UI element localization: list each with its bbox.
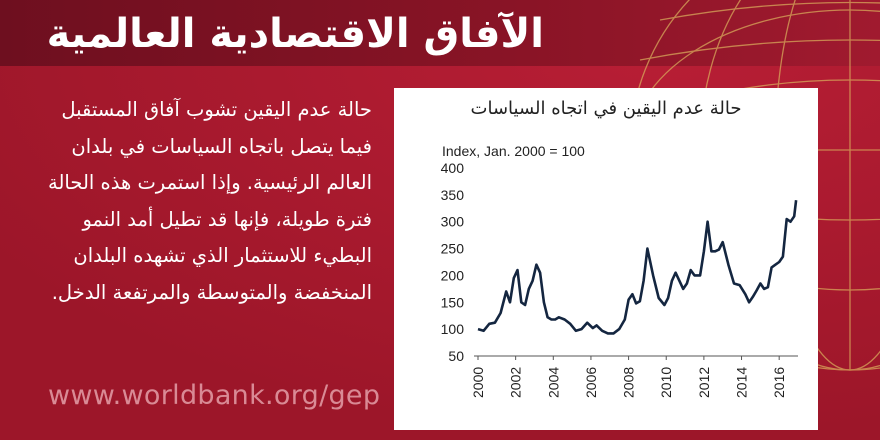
series-line	[477, 200, 798, 335]
x-tick-label: 2010	[658, 367, 674, 398]
header-bar: الآفاق الاقتصادية العالمية	[0, 0, 880, 70]
x-tick-label: 2008	[621, 367, 637, 398]
y-tick-label: 100	[441, 321, 465, 337]
y-tick-label: 150	[441, 294, 465, 310]
website-link[interactable]: www.worldbank.org/gep	[48, 380, 381, 411]
x-tick-label: 2002	[508, 367, 524, 398]
page-title: الآفاق الاقتصادية العالمية	[46, 11, 544, 57]
y-tick-label: 250	[441, 241, 465, 257]
x-tick-label: 2006	[583, 367, 599, 398]
x-tick-label: 2014	[734, 367, 750, 398]
y-tick-label: 200	[441, 267, 465, 283]
uncertainty-chart: Index, Jan. 2000 = 100 50 100 150 200 250 300…	[441, 143, 798, 398]
y-tick-label: 300	[441, 214, 465, 230]
x-tick-label: 2004	[545, 367, 561, 398]
y-tick-label: 50	[448, 348, 464, 364]
x-tick-label: 2012	[696, 367, 712, 398]
x-tick-label: 2016	[771, 367, 787, 398]
chart-panel: حالة عدم اليقين في اتجاه السياسات Index,…	[394, 88, 818, 430]
x-tick-label: 2000	[470, 367, 486, 398]
description-text: حالة عدم اليقين تشوب آفاق المستقبل فيما …	[48, 98, 372, 304]
y-tick-label: 400	[441, 160, 465, 176]
chart-title: حالة عدم اليقين في اتجاه السياسات	[470, 98, 742, 119]
y-axis-label: Index, Jan. 2000 = 100	[442, 143, 585, 159]
y-tick-label: 350	[441, 187, 465, 203]
